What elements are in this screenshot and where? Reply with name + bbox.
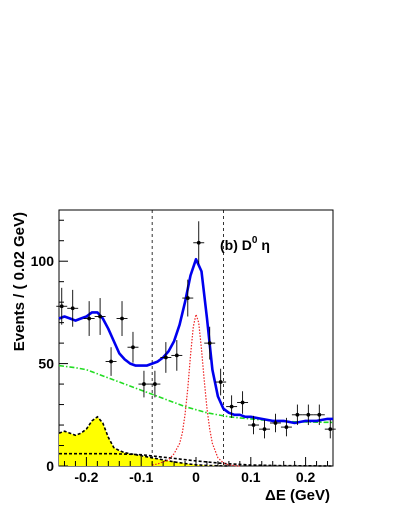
- data-marker: [196, 240, 201, 245]
- data-marker: [109, 359, 113, 364]
- annotation-suffix: η: [257, 237, 269, 253]
- data-point-13: [204, 326, 216, 360]
- x-tick-label: -0.1: [129, 469, 153, 485]
- y-tick-label: 50: [38, 356, 54, 372]
- data-point-21: [291, 404, 303, 426]
- y-tick-label: 100: [31, 253, 55, 269]
- data-marker: [142, 382, 146, 386]
- data-point-1: [67, 289, 79, 327]
- data-point-5: [116, 301, 128, 336]
- data-point-19: [269, 413, 281, 433]
- data-point-14: [215, 368, 227, 396]
- data-marker: [98, 314, 102, 319]
- data-marker: [87, 316, 92, 321]
- data-point-3: [94, 298, 106, 335]
- peaking-background-area: [59, 416, 229, 466]
- x-tick-label: -0.2: [74, 469, 98, 485]
- continuum-curve: [58, 364, 334, 424]
- annotation-prefix: (b) D: [220, 237, 252, 253]
- data-point-9: [160, 342, 172, 373]
- data-marker: [207, 341, 212, 346]
- data-marker: [131, 345, 135, 350]
- annotation-superscript: 0: [252, 235, 258, 246]
- y-axis-title: Events / ( 0.02 GeV): [11, 212, 28, 351]
- data-marker: [317, 412, 322, 417]
- data-marker: [59, 304, 64, 309]
- data-marker: [262, 427, 267, 432]
- data-point-20: [280, 417, 292, 437]
- data-marker: [174, 353, 179, 358]
- data-marker: [70, 306, 75, 311]
- data-point-7: [138, 370, 150, 398]
- data-marker: [273, 421, 278, 425]
- y-tick-label: 0: [46, 458, 54, 474]
- data-point-22: [302, 404, 314, 426]
- data-marker: [306, 412, 311, 417]
- data-point-17: [248, 415, 260, 435]
- data-marker: [251, 423, 256, 427]
- data-point-4: [105, 347, 117, 376]
- x-tick-label: 0: [192, 469, 200, 485]
- data-marker: [153, 382, 157, 386]
- data-point-11: [182, 279, 194, 317]
- data-marker: [120, 316, 124, 321]
- data-point-10: [171, 340, 183, 371]
- data-point-6: [127, 331, 139, 363]
- signal-window-lines: [151, 210, 224, 466]
- data-point-12: [193, 221, 205, 265]
- data-point-2: [83, 301, 95, 336]
- x-tick-label: 0.1: [241, 469, 261, 485]
- data-point-18: [259, 419, 270, 439]
- plot-annotation: (b) D0 η: [220, 235, 270, 253]
- data-point-24: [324, 419, 336, 439]
- fit-curves: [58, 257, 334, 467]
- data-point-0: [56, 287, 68, 325]
- y-axis: 0 50 100: [31, 219, 68, 474]
- data-marker: [328, 427, 333, 432]
- x-axis: -0.2 -0.1 0 0.1 0.2: [63, 457, 329, 485]
- data-marker: [163, 355, 168, 360]
- data-marker: [229, 404, 234, 409]
- data-point-15: [226, 395, 238, 418]
- data-point-16: [237, 391, 249, 414]
- data-point-8: [149, 370, 161, 398]
- data-marker: [185, 296, 190, 300]
- x-axis-title: ΔE (GeV): [265, 487, 330, 504]
- signal-curve: [152, 312, 240, 467]
- data-point-23: [313, 404, 325, 426]
- data-points: [56, 221, 336, 439]
- x-tick-label: 0.2: [296, 469, 316, 485]
- data-marker: [295, 412, 300, 417]
- data-marker: [240, 400, 245, 405]
- total-fit-curve: [58, 257, 333, 425]
- data-marker: [218, 380, 223, 384]
- data-marker: [284, 425, 289, 429]
